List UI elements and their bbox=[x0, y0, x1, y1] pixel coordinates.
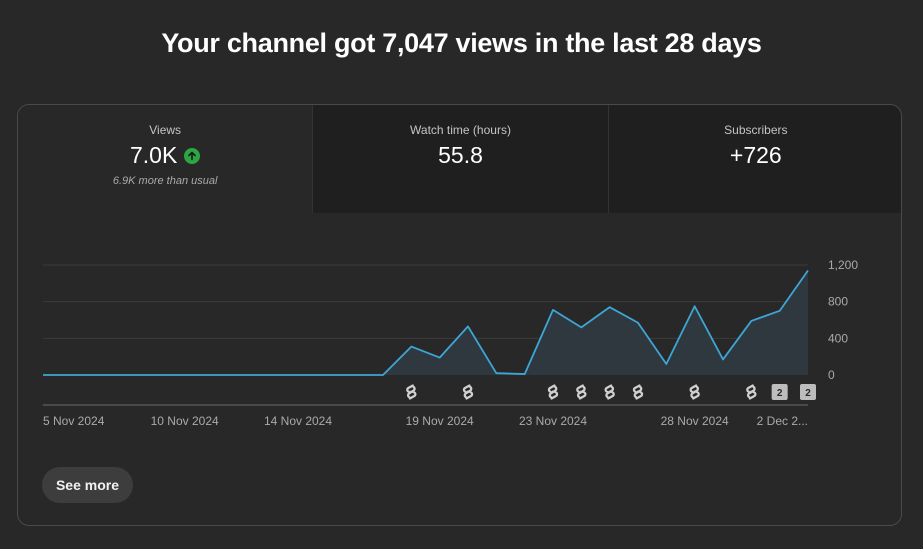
shorts-icon bbox=[689, 384, 700, 400]
shorts-icon bbox=[547, 384, 559, 400]
metric-tabs: Views 7.0K 6.9K more than usual Watch ti… bbox=[18, 105, 901, 213]
tab-views[interactable]: Views 7.0K 6.9K more than usual bbox=[18, 105, 313, 213]
count-badge-label: 2 bbox=[777, 388, 783, 399]
shorts-icon bbox=[462, 384, 474, 400]
x-tick-label: 19 Nov 2024 bbox=[406, 414, 474, 428]
views-area bbox=[43, 270, 808, 375]
tab-views-value: 7.0K bbox=[130, 142, 178, 168]
tab-subscribers-value: +726 bbox=[729, 142, 782, 168]
count-badge-label: 2 bbox=[805, 388, 811, 399]
views-line bbox=[43, 269, 809, 376]
tab-subscribers[interactable]: Subscribers +726 bbox=[607, 105, 901, 213]
count-badge bbox=[800, 384, 816, 400]
x-tick-label: 28 Nov 2024 bbox=[661, 414, 729, 428]
see-more-button[interactable]: See more bbox=[42, 467, 133, 503]
shorts-icon bbox=[406, 384, 417, 400]
x-tick-label: 5 Nov 2024 bbox=[43, 414, 105, 428]
analytics-card: Views 7.0K 6.9K more than usual Watch ti… bbox=[17, 104, 902, 526]
shorts-icon bbox=[604, 384, 615, 400]
shorts-icon bbox=[632, 384, 644, 400]
y-tick-label: 800 bbox=[828, 295, 848, 309]
shorts-icon bbox=[746, 384, 757, 400]
page-headline: Your channel got 7,047 views in the last… bbox=[161, 28, 762, 58]
tab-views-value-row: 7.0K bbox=[130, 142, 201, 169]
tab-watch-time[interactable]: Watch time (hours) 55.8 bbox=[312, 105, 608, 213]
tab-views-note: 6.9K more than usual bbox=[112, 175, 218, 187]
tab-subscribers-label: Subscribers bbox=[724, 123, 788, 137]
x-tick-label: 2 Dec 2... bbox=[757, 414, 808, 428]
tab-watch-time-value: 55.8 bbox=[438, 142, 483, 168]
shorts-icon bbox=[576, 384, 587, 400]
y-tick-label: 0 bbox=[828, 368, 835, 382]
x-tick-label: 14 Nov 2024 bbox=[264, 414, 332, 428]
tab-watch-time-label: Watch time (hours) bbox=[410, 123, 511, 137]
arrow-up-circle-icon bbox=[184, 147, 201, 164]
x-tick-label: 10 Nov 2024 bbox=[151, 414, 219, 428]
y-tick-label: 1,200 bbox=[828, 258, 858, 272]
y-tick-label: 400 bbox=[828, 331, 848, 345]
views-chart: 0 400 800 1,200 2 2 5 Nov 2024 10 Nov 2024 14 No… bbox=[43, 258, 858, 428]
x-tick-label: 23 Nov 2024 bbox=[519, 414, 587, 428]
tab-views-label: Views bbox=[149, 123, 182, 137]
count-badge bbox=[771, 384, 788, 400]
